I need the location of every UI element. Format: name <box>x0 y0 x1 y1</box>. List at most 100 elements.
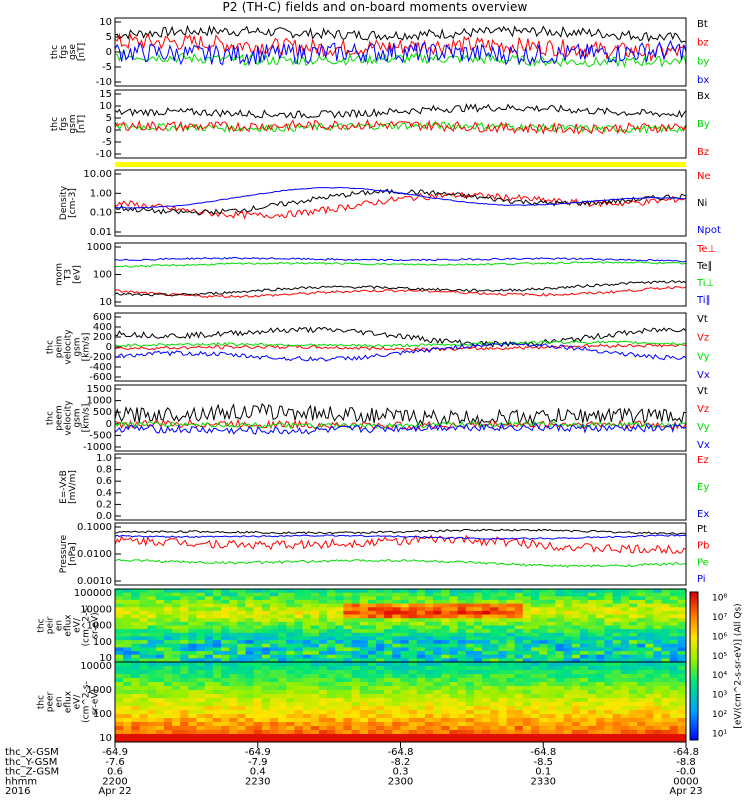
legend-entry: Te∥ <box>696 261 713 272</box>
heatmap-cell <box>367 625 377 630</box>
heatmap-cell <box>229 678 238 683</box>
heatmap-cell <box>163 643 173 648</box>
heatmap-cell <box>115 636 124 641</box>
heatmap-cell <box>278 599 287 604</box>
y-tick-label: 10 <box>99 733 112 744</box>
heatmap-cell <box>571 706 581 711</box>
heatmap-cell <box>147 618 157 623</box>
colorbar-swatch <box>690 688 698 692</box>
heatmap-cell <box>172 682 181 687</box>
heatmap-cell <box>579 682 589 687</box>
y-tick-label: 1000 <box>87 621 112 632</box>
heatmap-cell <box>588 614 597 619</box>
heatmap-cell <box>351 694 361 699</box>
heatmap-cell <box>677 670 687 675</box>
heatmap-cell <box>604 640 613 645</box>
heatmap-cell <box>669 643 679 648</box>
heatmap-cell <box>441 596 450 601</box>
heatmap-cell <box>318 589 328 594</box>
heatmap-cell <box>123 726 132 731</box>
heatmap-cell <box>253 625 263 630</box>
heatmap-cell <box>628 682 638 687</box>
heatmap-cell <box>327 654 336 659</box>
heatmap-cell <box>506 658 516 663</box>
heatmap-cell <box>555 651 565 656</box>
heatmap-cell <box>229 629 238 634</box>
heatmap-cell <box>237 674 246 679</box>
heatmap-cell <box>539 618 548 623</box>
heatmap-cell <box>539 603 548 608</box>
heatmap-cell <box>498 607 507 612</box>
heatmap-cell <box>253 592 263 597</box>
heatmap-cell <box>229 643 238 648</box>
heatmap-cell <box>180 734 189 739</box>
heatmap-cell <box>384 702 393 707</box>
heatmap-cell <box>237 651 246 656</box>
heatmap-cell <box>212 647 222 652</box>
heatmap-cell <box>579 738 589 743</box>
heatmap-cell <box>661 651 671 656</box>
heatmap-cell <box>677 647 687 652</box>
heatmap-cell <box>245 647 255 652</box>
heatmap-cell <box>351 702 361 707</box>
colorbar-tick-label: 10¹ <box>712 730 727 740</box>
x-tick-label: Apr 23 <box>669 786 702 797</box>
heatmap-cell <box>229 698 238 703</box>
heatmap-cell <box>457 589 467 594</box>
heatmap-cell <box>661 658 671 663</box>
heatmap-cell <box>188 632 197 637</box>
heatmap-cell <box>286 632 295 637</box>
heatmap-cell <box>531 730 540 735</box>
heatmap-cell <box>172 670 181 675</box>
heatmap-cell <box>637 592 646 597</box>
heatmap-cell <box>482 702 491 707</box>
heatmap-cell <box>269 702 279 707</box>
ylabel-line: en <box>55 620 65 631</box>
heatmap-cell <box>253 674 263 679</box>
heatmap-cell <box>416 643 426 648</box>
y-tick-label: 100 <box>93 637 112 648</box>
heatmap-cell <box>612 647 622 652</box>
heatmap-cell <box>514 647 524 652</box>
heatmap-cell <box>359 603 369 608</box>
heatmap-cell <box>253 640 263 645</box>
heatmap-cell <box>335 599 344 604</box>
heatmap-cell <box>278 730 287 735</box>
heatmap-cell <box>457 690 467 695</box>
heatmap-cell <box>620 690 630 695</box>
heatmap-cell <box>367 682 377 687</box>
heatmap-cell <box>677 621 687 626</box>
heatmap-cell <box>473 632 483 637</box>
heatmap-cell <box>596 599 605 604</box>
heatmap-cell <box>547 607 556 612</box>
heatmap-cell <box>677 610 687 615</box>
ylabel-line: Pressure <box>59 534 69 573</box>
heatmap-cell <box>131 686 140 691</box>
heatmap-cell <box>172 596 181 601</box>
heatmap-cell <box>229 734 238 739</box>
heatmap-cell <box>596 718 605 723</box>
heatmap-cell <box>147 643 157 648</box>
heatmap-cell <box>351 651 361 656</box>
panel-peim_vel: thc peim velocity gsm [km/s]6004002000-200-4… <box>46 312 710 383</box>
heatmap-cell <box>188 702 197 707</box>
heatmap-cell <box>155 629 165 634</box>
heatmap-cell <box>261 603 271 608</box>
heatmap-cell <box>376 698 385 703</box>
heatmap-cell <box>204 607 214 612</box>
heatmap-cell <box>661 710 671 715</box>
heatmap-cell <box>408 621 418 626</box>
heatmap-cell <box>343 592 352 597</box>
heatmap-cell <box>335 702 344 707</box>
heatmap-cell <box>433 621 442 626</box>
heatmap-cell <box>400 698 410 703</box>
heatmap-cell <box>571 614 581 619</box>
heatmap-cell <box>163 674 173 679</box>
heatmap-cell <box>424 596 434 601</box>
heatmap-cell <box>400 592 410 597</box>
heatmap-cell <box>433 686 442 691</box>
heatmap-cell <box>351 643 361 648</box>
colorbar-tick-label: 10⁵ <box>712 652 727 662</box>
heatmap-cell <box>229 610 238 615</box>
heatmap-cell <box>677 666 687 671</box>
